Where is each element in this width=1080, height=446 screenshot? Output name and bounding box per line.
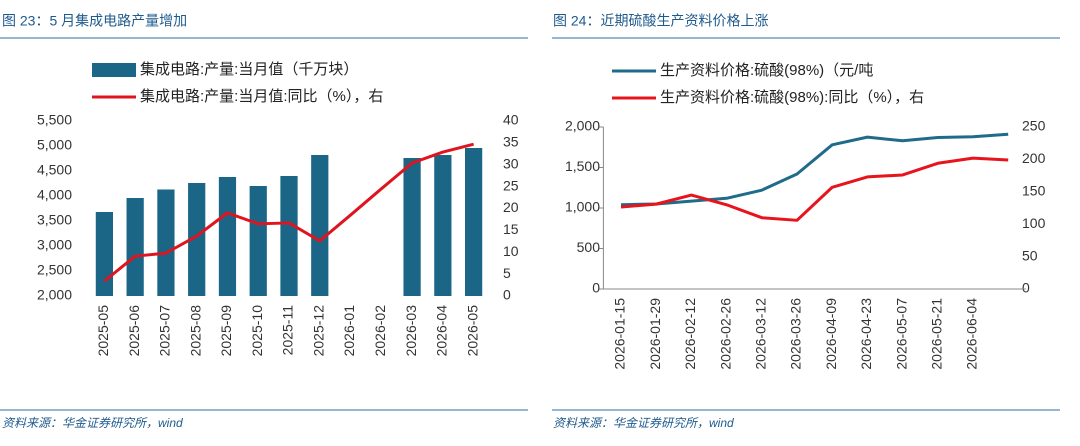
bar	[280, 176, 298, 296]
x-tick-label: 2025-09	[218, 305, 234, 357]
y-tick-label: 1,500	[565, 158, 600, 174]
y2-tick-label: 50	[1022, 247, 1038, 263]
y-tick-label: 2,000	[37, 287, 72, 303]
y2-tick-label: 0	[503, 287, 511, 303]
x-tick-label: 2026-04-09	[823, 298, 839, 370]
x-tick-label: 2025-08	[187, 305, 203, 357]
line	[103, 142, 474, 283]
bar	[403, 158, 421, 296]
x-tick-label: 2026-02-12	[682, 298, 698, 370]
x-tick-label: 2025-10	[249, 305, 265, 357]
x-tick-label: 2025-05	[95, 305, 111, 357]
legend-label: 生产资料价格:硫酸(98%)（元/吨	[660, 62, 873, 79]
y2-tick-label: 0	[1022, 280, 1030, 296]
y2-tick-label: 200	[1022, 150, 1046, 166]
y2-tick-label: 15	[503, 221, 519, 237]
legend-swatch	[92, 63, 136, 77]
x-tick-label: 2026-03-26	[788, 298, 804, 370]
x-tick-label: 2025-12	[310, 305, 326, 357]
x-tick-label: 2026-02-26	[717, 298, 733, 370]
y2-tick-label: 10	[503, 243, 519, 259]
bar	[465, 148, 483, 296]
y2-tick-label: 20	[503, 199, 519, 215]
line	[620, 156, 1009, 222]
y-tick-label: 500	[577, 239, 601, 255]
bar	[434, 155, 452, 296]
y-tick-label: 2,500	[37, 262, 72, 278]
legend-label: 集成电路:产量:当月值（千万块）	[140, 61, 358, 78]
x-tick-label: 2026-05-07	[893, 298, 909, 370]
x-tick-label: 2026-01-29	[647, 298, 663, 370]
x-tick-label: 2026-05	[464, 305, 480, 357]
source: 资料来源：华金证券研究所，wind	[2, 416, 183, 430]
bar	[188, 183, 206, 296]
x-tick-label: 2026-03	[403, 305, 419, 357]
y-tick-label: 5,500	[37, 112, 72, 128]
x-tick-label: 2026-04-23	[858, 298, 874, 370]
y-tick-label: 4,500	[37, 162, 72, 178]
x-tick-label: 2025-06	[126, 305, 142, 357]
bar	[218, 177, 237, 296]
x-tick-label: 2026-03-12	[753, 298, 769, 370]
x-tick-label: 2026-05-21	[929, 298, 945, 370]
bar	[95, 212, 113, 296]
y2-tick-label: 35	[503, 134, 519, 150]
x-tick-label: 2026-04	[434, 305, 450, 357]
bar	[249, 186, 267, 296]
x-tick-label: 2026-06-04	[964, 298, 980, 370]
x-tick-label: 2026-02	[372, 305, 388, 357]
y2-tick-label: 100	[1022, 215, 1046, 231]
legend-label: 生产资料价格:硫酸(98%):同比（%），右	[660, 89, 924, 106]
y-tick-label: 1,000	[565, 199, 600, 215]
bar	[157, 189, 175, 296]
y-tick-label: 0	[592, 280, 600, 296]
chart-title: 图 24：近期硫酸生产资料价格上涨	[553, 13, 768, 29]
chart-title: 图 23：5 月集成电路产量增加	[2, 13, 187, 29]
bar	[126, 198, 144, 296]
y2-tick-label: 250	[1022, 118, 1046, 134]
y2-tick-label: 25	[503, 177, 519, 193]
y2-tick-label: 40	[503, 112, 519, 128]
x-tick-label: 2026-01	[341, 305, 357, 357]
y2-tick-label: 150	[1022, 183, 1046, 199]
source: 资料来源：华金证券研究所，wind	[553, 416, 734, 430]
y2-tick-label: 30	[503, 155, 519, 171]
y2-tick-label: 5	[503, 265, 511, 281]
x-tick-label: 2025-11	[280, 305, 296, 356]
bar	[311, 155, 329, 296]
legend-label: 集成电路:产量:当月值:同比（%），右	[140, 88, 383, 105]
y-tick-label: 3,000	[37, 237, 72, 253]
y-tick-label: 4,000	[37, 187, 72, 203]
x-tick-label: 2026-01-15	[612, 298, 628, 370]
y-tick-label: 5,000	[37, 137, 72, 153]
y-tick-label: 2,000	[565, 118, 600, 134]
y-tick-label: 3,500	[37, 212, 72, 228]
line	[620, 132, 1009, 207]
x-tick-label: 2025-07	[157, 305, 173, 357]
